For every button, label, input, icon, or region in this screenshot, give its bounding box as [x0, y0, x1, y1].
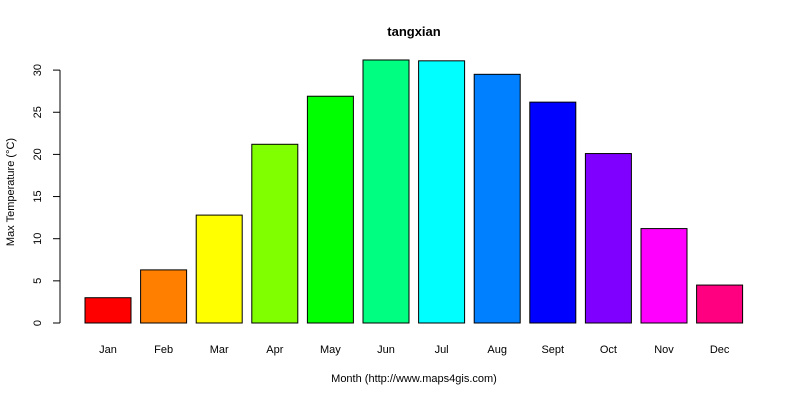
x-tick-label: Jul — [435, 344, 449, 356]
bar-jul — [418, 60, 466, 324]
x-axis-label: Month (http://www.maps4gis.com) — [331, 373, 497, 385]
y-tick-label: 25 — [32, 106, 44, 118]
bar-jun — [362, 59, 410, 324]
bar-apr — [251, 143, 299, 324]
x-tick-label: Oct — [600, 344, 617, 356]
x-tick-label: Feb — [154, 344, 173, 356]
y-axis-label: Max Temperature (°C) — [5, 138, 17, 246]
x-tick-label: Jan — [99, 344, 117, 356]
bars-group — [84, 59, 744, 324]
y-tick-label: 0 — [32, 320, 44, 326]
x-tick-label: Aug — [487, 344, 507, 356]
chart-title: tangxian — [387, 24, 441, 39]
x-tick-labels: Jan Feb Mar Apr May Jun Jul Aug Sept Oct Nov Dec — [99, 344, 730, 356]
bar-feb — [140, 269, 188, 324]
bar-nov — [640, 228, 688, 324]
y-axis: 0 5 10 15 20 25 30 — [32, 64, 61, 326]
x-tick-label: Jun — [377, 344, 395, 356]
x-tick-label: Mar — [210, 344, 229, 356]
bar-aug — [473, 73, 521, 324]
bar-oct — [584, 153, 632, 324]
bar-may — [306, 95, 354, 324]
y-tick-label: 5 — [32, 278, 44, 284]
x-tick-label: May — [320, 344, 341, 356]
bar-mar — [195, 214, 243, 324]
bar-sept — [529, 101, 577, 324]
bar-jan — [84, 297, 132, 324]
x-tick-label: Nov — [654, 344, 674, 356]
bar-dec — [696, 284, 744, 324]
y-tick-label: 10 — [32, 233, 44, 245]
y-tick-label: 15 — [32, 190, 44, 202]
y-tick-label: 30 — [32, 64, 44, 76]
y-tick-label: 20 — [32, 148, 44, 160]
x-tick-label: Sept — [541, 344, 564, 356]
x-tick-label: Dec — [710, 344, 730, 356]
x-tick-label: Apr — [266, 344, 283, 356]
